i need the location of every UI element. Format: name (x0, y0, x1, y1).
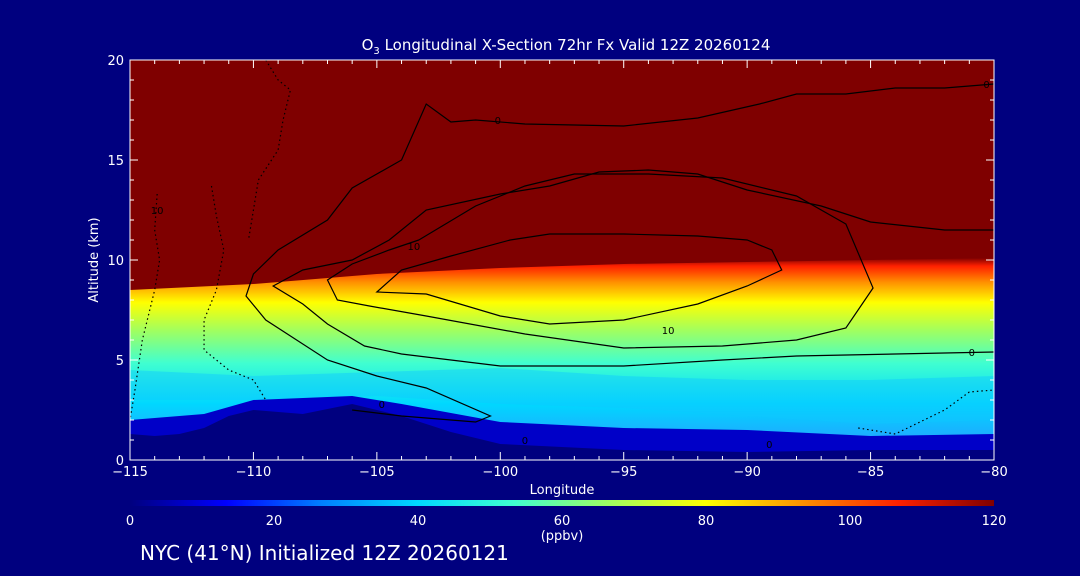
contour-label-5: 0 (969, 348, 975, 359)
x-tick-label-7: −80 (980, 465, 1007, 480)
colorbar-tick-label-0: 0 (126, 514, 134, 529)
x-axis-label: Longitude (530, 483, 595, 498)
colorbar-tick-label-4: 80 (698, 514, 715, 529)
contour-line-0 (375, 233, 783, 325)
mid-troposphere-band (130, 368, 994, 424)
x-tick-label-2: −105 (359, 465, 395, 480)
contour-label-6: 0 (522, 436, 528, 447)
y-tick-label-2: 10 (107, 254, 124, 269)
x-tick-label-3: −100 (482, 465, 518, 480)
colorbar-tick-label-5: 100 (838, 514, 863, 529)
contour-line-7 (858, 389, 994, 435)
colorbar-tick-label-6: 120 (982, 514, 1007, 529)
colorbar-tick-label-3: 60 (554, 514, 571, 529)
footer-caption: NYC (41°N) Initialized 12Z 20260121 (140, 541, 509, 565)
contour-line-4 (130, 193, 161, 421)
colorbar-unit-label: (ppbv) (541, 529, 584, 544)
contour-line-2 (271, 169, 994, 367)
y-tick-label-3: 15 (107, 154, 124, 169)
chart-title: O3 Longitudinal X-Section 72hr Fx Valid … (362, 36, 771, 57)
y-tick-label-4: 20 (107, 54, 124, 69)
contour-line-1 (326, 173, 874, 349)
colorbar (130, 500, 994, 506)
contour-lines (130, 60, 994, 435)
contour-label-7: 0 (766, 440, 772, 451)
x-axis: −115 −110 −105 −100 −95 −90 −85 −80 (112, 60, 1008, 480)
y-tick-label-0: 0 (116, 454, 124, 469)
contour-label-4: 0 (379, 400, 385, 411)
contour-line-3 (245, 83, 994, 423)
x-tick-label-4: −95 (610, 465, 637, 480)
y-tick-label-1: 5 (116, 354, 124, 369)
x-tick-label-1: −110 (236, 465, 272, 480)
contour-label-1: 0 (983, 80, 989, 91)
contour-labels: 0 0 10 10 0 0 0 0 10 (151, 80, 990, 451)
colorbar-ticks: 0 20 40 60 80 100 120 (126, 514, 1007, 529)
y-axis-label: Altitude (km) (87, 217, 102, 302)
plot-area: 0 0 10 10 0 0 0 0 10 (130, 60, 994, 460)
x-tick-label-5: −90 (733, 465, 760, 480)
contour-label-8: 10 (151, 206, 164, 217)
x-tick-label-0: −115 (112, 465, 148, 480)
contour-label-3: 10 (662, 326, 675, 337)
y-axis: 0 5 10 15 20 (107, 54, 994, 469)
contour-label-0: 0 (495, 116, 501, 127)
contour-label-2: 10 (408, 242, 421, 253)
colorbar-tick-label-1: 20 (266, 514, 283, 529)
x-tick-label-6: −85 (857, 465, 884, 480)
colorbar-tick-label-2: 40 (410, 514, 427, 529)
ground-terrain (130, 404, 994, 460)
